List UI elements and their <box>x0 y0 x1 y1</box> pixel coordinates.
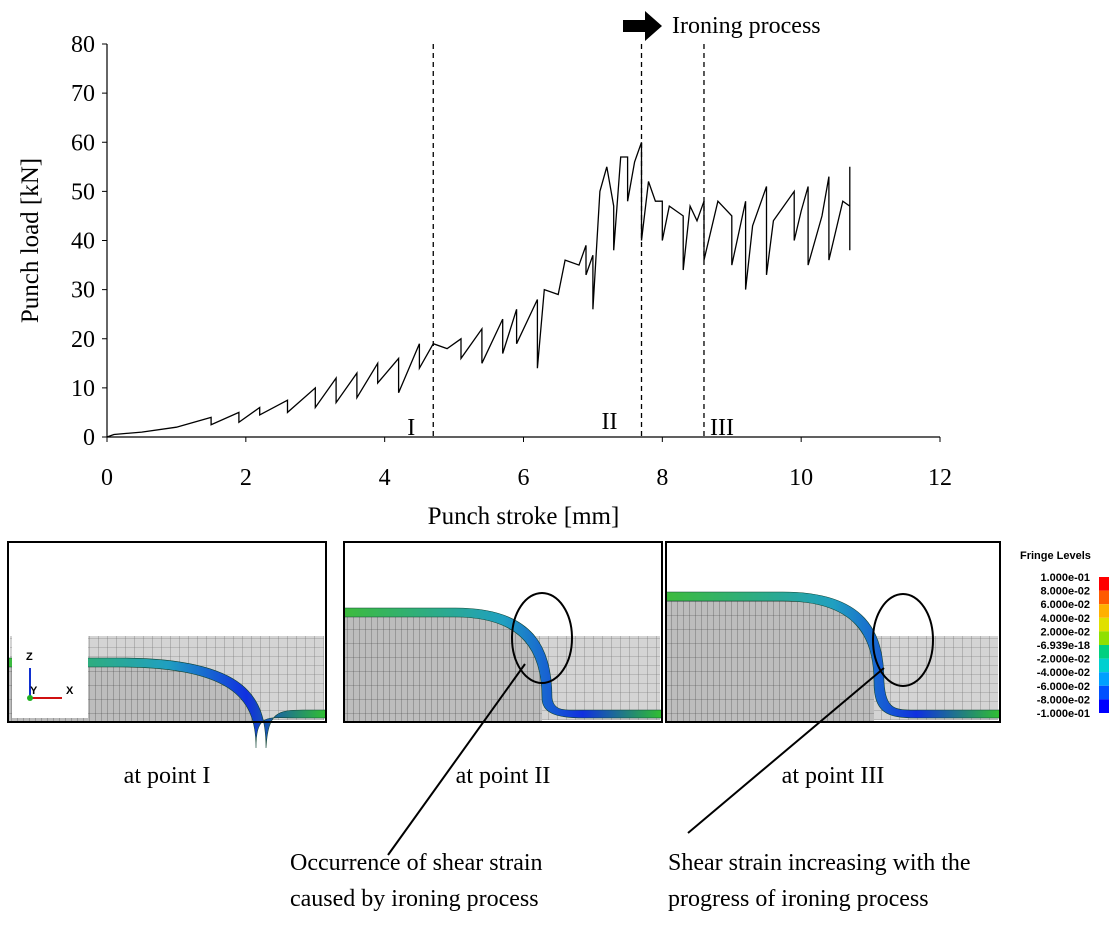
y-tick-label: 20 <box>71 327 95 353</box>
fringe-swatch <box>1099 604 1109 618</box>
triad-label: Z <box>26 651 33 663</box>
arrow-icon <box>623 11 662 41</box>
fringe-swatch <box>1099 631 1109 645</box>
punch-mesh <box>344 616 542 722</box>
note-line: progress of ironing process <box>668 886 929 912</box>
panel-caption: at point I <box>124 763 211 789</box>
fringe-swatch <box>1099 699 1109 713</box>
fringe-label: 6.000e-02 <box>1040 599 1090 611</box>
stage-label: I <box>407 415 415 441</box>
annotation: Ironing process <box>672 13 821 39</box>
note-line: caused by ironing process <box>290 886 539 912</box>
fringe-swatch <box>1099 577 1109 591</box>
panel-frame <box>7 541 327 723</box>
panel-frame <box>343 541 663 723</box>
y-tick-label: 80 <box>71 32 95 58</box>
x-tick-label: 10 <box>789 465 813 491</box>
x-axis-label: Punch stroke [mm] <box>428 503 620 530</box>
x-tick-label: 6 <box>518 465 530 491</box>
panel-frame <box>665 541 1001 723</box>
fringe-label: 8.000e-02 <box>1040 586 1090 598</box>
y-tick-label: 30 <box>71 278 95 304</box>
note-line: Shear strain increasing with the <box>668 850 971 876</box>
fringe-label: 4.000e-02 <box>1040 613 1090 625</box>
fringe-swatch <box>1099 645 1109 659</box>
y-tick-label: 60 <box>71 130 95 156</box>
fringe-label: -6.000e-02 <box>1037 681 1090 693</box>
x-tick-label: 4 <box>379 465 391 491</box>
fringe-label: -8.000e-02 <box>1037 694 1090 706</box>
y-tick-label: 40 <box>71 229 95 255</box>
x-tick-label: 12 <box>928 465 952 491</box>
chart: 0 10 20 30 40 50 60 70 80 0 2 4 6 8 10 12 Punch stroke [… <box>17 11 952 530</box>
triad-y <box>27 695 33 701</box>
triad-label: X <box>66 685 74 697</box>
y-tick-label: 10 <box>71 376 95 402</box>
fringe-swatch <box>1099 685 1109 700</box>
fringe-swatch <box>1099 590 1109 605</box>
y-tick-label: 70 <box>71 81 95 107</box>
panel-caption: at point III <box>782 763 885 789</box>
triad-label: Y <box>30 685 38 697</box>
stage-label: II <box>602 409 618 435</box>
highlight <box>872 593 934 687</box>
load-curve <box>106 142 851 438</box>
punch-mesh <box>666 600 874 722</box>
y-tick-label: 50 <box>71 179 95 205</box>
fringe-swatch <box>1099 617 1109 632</box>
x-tick-label: 8 <box>656 465 668 491</box>
fringe-title: Fringe Levels <box>1020 550 1091 562</box>
highlight <box>511 592 573 684</box>
note-line: Occurrence of shear strain <box>290 850 543 876</box>
triad-box <box>12 634 88 718</box>
x-tick-label: 2 <box>240 465 252 491</box>
fringe-label: -2.000e-02 <box>1037 654 1090 666</box>
y-tick-label: 0 <box>83 425 95 451</box>
fringe-swatch <box>1099 658 1109 673</box>
panel-caption: at point II <box>456 763 551 789</box>
leader <box>687 667 885 834</box>
panels: at point I at point II at point III Z Y X Occu… <box>7 541 1109 912</box>
leader <box>387 663 526 856</box>
fringe-swatch <box>1099 672 1109 686</box>
fringe-label: 2.000e-02 <box>1040 626 1090 638</box>
fringe-label: 1.000e-01 <box>1040 572 1090 584</box>
fringe-label: -1.000e-01 <box>1037 708 1090 720</box>
fringe-label: -4.000e-02 <box>1037 667 1090 679</box>
stage-label: III <box>710 415 734 441</box>
x-tick-label: 0 <box>101 465 113 491</box>
fringe-label: -6.939e-18 <box>1037 640 1090 652</box>
y-axis-label: Punch load [kN] <box>17 158 44 323</box>
